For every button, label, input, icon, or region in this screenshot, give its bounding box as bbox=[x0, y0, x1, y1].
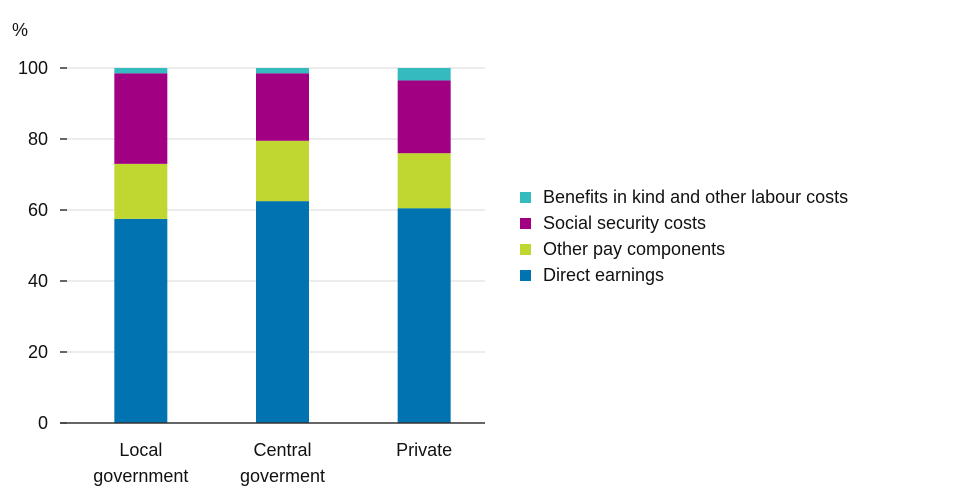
y-tick-label: 40 bbox=[28, 271, 48, 291]
legend-label: Direct earnings bbox=[543, 264, 665, 285]
y-tick-label: 100 bbox=[18, 58, 48, 78]
legend-label: Social security costs bbox=[543, 212, 707, 233]
legend-item: Other pay components bbox=[520, 236, 848, 262]
bar-segment bbox=[114, 163, 168, 219]
legend-item: Social security costs bbox=[520, 210, 848, 236]
legend-swatch bbox=[520, 217, 531, 229]
y-tick-label: 0 bbox=[38, 413, 48, 433]
legend-swatch bbox=[520, 191, 531, 203]
legend: Benefits in kind and other labour costs S… bbox=[520, 184, 848, 288]
legend-label: Benefits in kind and other labour costs bbox=[543, 186, 849, 207]
legend-item: Direct earnings bbox=[520, 262, 848, 288]
x-tick-label: government bbox=[93, 466, 188, 486]
bar-segment bbox=[397, 208, 451, 423]
bar-segment bbox=[397, 68, 451, 81]
y-axis-ticks: 0 20 40 60 80 100 bbox=[18, 58, 67, 433]
bars bbox=[114, 68, 451, 423]
x-tick-label: Central bbox=[253, 440, 311, 460]
x-tick-label: Private bbox=[396, 440, 452, 460]
bar-segment bbox=[256, 73, 309, 141]
y-tick-label: 60 bbox=[28, 200, 48, 220]
bar-segment bbox=[397, 153, 451, 209]
bar-segment bbox=[397, 80, 451, 154]
x-tick-label: goverment bbox=[240, 466, 325, 486]
x-axis-labels: Local government Central goverment Private bbox=[93, 440, 452, 486]
legend-label: Other pay components bbox=[543, 238, 726, 259]
bar-segment bbox=[256, 68, 309, 74]
y-axis-unit-label: % bbox=[12, 20, 28, 40]
legend-swatch bbox=[520, 269, 531, 281]
x-tick-label: Local bbox=[119, 440, 162, 460]
bar-segment bbox=[256, 201, 309, 423]
bar-segment bbox=[256, 140, 309, 202]
bar-segment bbox=[114, 73, 168, 164]
y-tick-label: 20 bbox=[28, 342, 48, 362]
y-tick-label: 80 bbox=[28, 129, 48, 149]
legend-item: Benefits in kind and other labour costs bbox=[520, 184, 848, 210]
bar-segment bbox=[114, 68, 168, 74]
bar-segment bbox=[114, 218, 168, 423]
legend-swatch bbox=[520, 243, 531, 255]
